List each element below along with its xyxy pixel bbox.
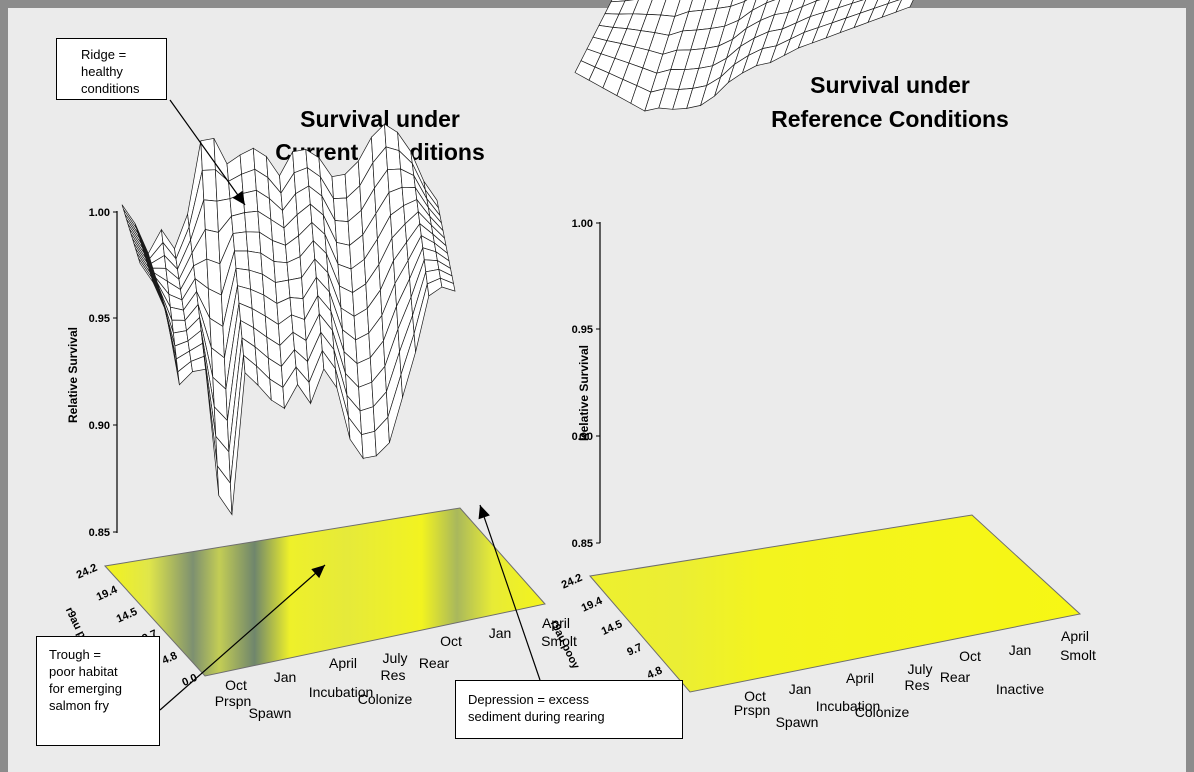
depth-tick-label: 14.5: [600, 618, 624, 638]
x-stage-label: Spawn: [776, 714, 819, 730]
surface-cell: [439, 277, 456, 292]
x-stage-label: Prspn: [215, 693, 252, 709]
depth-tick-label: 24.2: [75, 562, 99, 582]
surface-cell: [203, 199, 219, 233]
surface-cell: [331, 173, 347, 199]
x-stage-label: Rear: [419, 655, 450, 671]
annotation-arrows: [159, 99, 541, 711]
arrow-line: [479, 504, 541, 681]
x-month-label: July: [908, 661, 933, 677]
z-tick-label: 0.90: [89, 420, 110, 432]
depth-tick-label: 0.0: [180, 672, 199, 689]
surface-cell: [244, 210, 260, 233]
x-month-label: April: [1061, 628, 1089, 644]
surface-cell: [288, 277, 304, 299]
surface-cell: [361, 430, 377, 459]
surface-cell: [234, 250, 250, 271]
surface-cell: [624, 0, 635, 2]
surface-cell: [201, 169, 218, 202]
surface-cell: [204, 229, 221, 265]
x-stage-label: Incubation: [816, 698, 881, 714]
surface-cell: [358, 381, 374, 412]
z-tick-label: 1.00: [89, 207, 110, 219]
surface-cell: [333, 197, 349, 222]
surface-cell: [231, 212, 247, 234]
depth-tick-label: 14.5: [115, 606, 139, 626]
z-axis-label: Relative Survival: [66, 327, 80, 423]
chart-title-line: Survival under: [300, 106, 460, 132]
z-tick-label: 0.85: [572, 538, 593, 550]
chart-title-line: Reference Conditions: [771, 106, 1009, 132]
depth-tick-label: 24.2: [560, 572, 584, 592]
surface-cell: [273, 261, 289, 283]
chart-title-line: Survival under: [810, 72, 970, 98]
depth-tick-label: 4.8: [160, 650, 179, 667]
depth-tick-label: 9.7: [625, 641, 644, 658]
x-stage-label: Inactive: [996, 681, 1044, 697]
x-month-label: Jan: [1009, 642, 1032, 658]
x-month-label: Oct: [744, 688, 766, 704]
depth-tick-label: 4.8: [645, 665, 664, 682]
arrow-head: [232, 190, 245, 205]
contour-floor: [589, 514, 1082, 693]
surface-cell: [200, 137, 216, 171]
x-month-label: July: [383, 650, 408, 666]
z-tick-label: 0.90: [572, 431, 593, 443]
ridge-annotation: Ridge = healthy conditions: [56, 38, 167, 100]
x-month-label: Jan: [489, 625, 512, 641]
x-month-label: Jan: [789, 681, 812, 697]
x-stage-label: Smolt: [1060, 647, 1096, 663]
arrow-head: [478, 505, 490, 520]
z-tick-label: 0.95: [89, 313, 110, 325]
survival-surface: [121, 123, 456, 516]
x-month-label: Oct: [959, 648, 981, 664]
survival-surface: [574, 0, 914, 112]
z-tick-label: 0.85: [89, 527, 110, 539]
depth-tick-label: 19.4: [95, 583, 120, 603]
x-month-label: April: [329, 655, 357, 671]
x-month-label: April: [846, 670, 874, 686]
surface-cell: [334, 220, 350, 246]
depression-annotation: Depression = excess sediment during rear…: [455, 680, 683, 739]
x-stage-label: Colonize: [855, 704, 910, 720]
x-stage-label: Smolt: [541, 633, 577, 649]
x-month-label: Oct: [440, 633, 462, 649]
x-stage-label: Spawn: [249, 705, 292, 721]
surface-cell: [232, 231, 248, 252]
z-tick-label: 1.00: [572, 218, 593, 230]
depth-tick-label: 19.4: [580, 595, 605, 615]
x-stage-label: Res: [905, 677, 930, 693]
surface-cell: [385, 146, 401, 171]
x-month-label: April: [542, 615, 570, 631]
arrow-head: [311, 565, 325, 579]
surface-cell: [895, 0, 914, 13]
arrow-line: [159, 564, 326, 711]
arrow-line: [169, 99, 246, 206]
x-stage-label: Colonize: [358, 691, 413, 707]
x-stage-label: Rear: [940, 669, 971, 685]
x-month-label: Oct: [225, 677, 247, 693]
z-tick-label: 0.95: [572, 324, 593, 336]
x-stage-label: Prspn: [734, 702, 771, 718]
contour-floor: [104, 507, 546, 677]
trough-annotation: Trough = poor habitat for emerging salmo…: [36, 636, 160, 746]
surface-cell: [881, 0, 902, 18]
x-stage-label: Res: [381, 667, 406, 683]
surface-cell: [743, 0, 748, 3]
z-axis-label: Relative Survival: [577, 345, 591, 441]
surface-cell: [359, 406, 376, 436]
surface-cell: [242, 189, 259, 213]
x-stage-label: Incubation: [309, 684, 374, 700]
surface-cell: [245, 231, 262, 254]
chart-reference: Survival under Reference Conditions 1.00 0.…: [548, 0, 1096, 730]
x-month-label: Jan: [274, 669, 297, 685]
